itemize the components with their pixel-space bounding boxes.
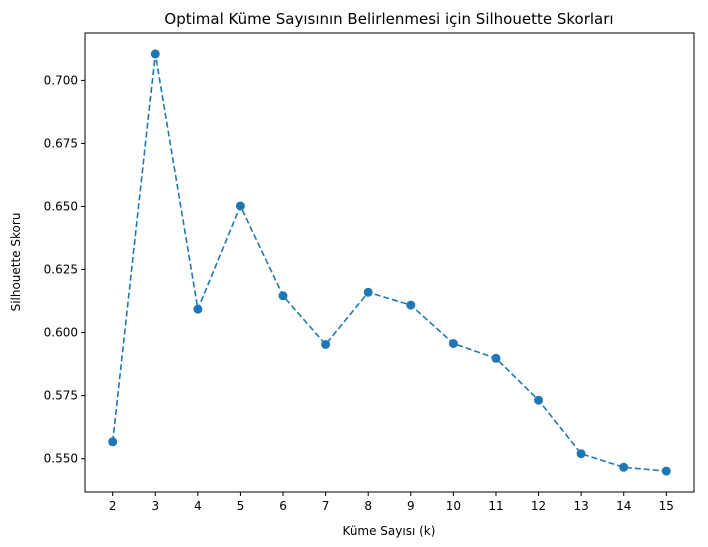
data-point	[661, 466, 671, 476]
chart-title: Optimal Küme Sayısının Belirlenmesi için…	[164, 10, 613, 28]
x-axis-label: Küme Sayısı (k)	[343, 524, 436, 538]
x-tick-label: 15	[659, 499, 674, 513]
data-points	[108, 49, 671, 476]
plot-area-frame	[84, 32, 695, 493]
y-tick-label: 0.600	[44, 326, 78, 340]
data-point	[150, 49, 160, 59]
x-tick-label: 10	[446, 499, 461, 513]
x-tick-label: 5	[237, 499, 245, 513]
data-point	[278, 291, 288, 301]
y-tick-label: 0.575	[44, 389, 78, 403]
data-point	[406, 300, 416, 310]
y-tick-label: 0.625	[44, 263, 78, 277]
x-tick-label: 2	[109, 499, 117, 513]
y-axis-ticks: 0.550 0.575 0.600 0.625 0.650 0.675 0.700	[44, 73, 85, 466]
y-tick-label: 0.650	[44, 200, 78, 214]
x-tick-label: 4	[194, 499, 202, 513]
x-tick-label: 9	[407, 499, 415, 513]
x-tick-label: 12	[531, 499, 546, 513]
x-tick-label: 7	[322, 499, 330, 513]
y-axis-label: Silhouette Skoru	[9, 213, 23, 312]
x-tick-label: 6	[279, 499, 287, 513]
x-tick-label: 14	[616, 499, 631, 513]
data-point	[108, 437, 118, 447]
x-tick-label: 3	[151, 499, 159, 513]
x-tick-label: 13	[574, 499, 589, 513]
data-point	[193, 304, 203, 314]
y-tick-label: 0.675	[44, 136, 78, 150]
data-point	[235, 201, 245, 211]
data-point	[363, 287, 373, 297]
data-point	[448, 339, 458, 348]
y-tick-label: 0.700	[44, 73, 78, 87]
x-tick-label: 11	[488, 499, 503, 513]
y-tick-label: 0.550	[44, 452, 78, 466]
x-tick-label: 8	[364, 499, 372, 513]
data-point	[534, 395, 544, 405]
data-point	[619, 462, 629, 472]
data-point	[321, 340, 331, 349]
data-point	[576, 449, 586, 459]
series-line	[111, 53, 667, 472]
x-axis-ticks: 2 3 4 5 6 7 8 9 10 11 12 13 14 15	[109, 492, 674, 513]
data-point	[491, 353, 501, 363]
